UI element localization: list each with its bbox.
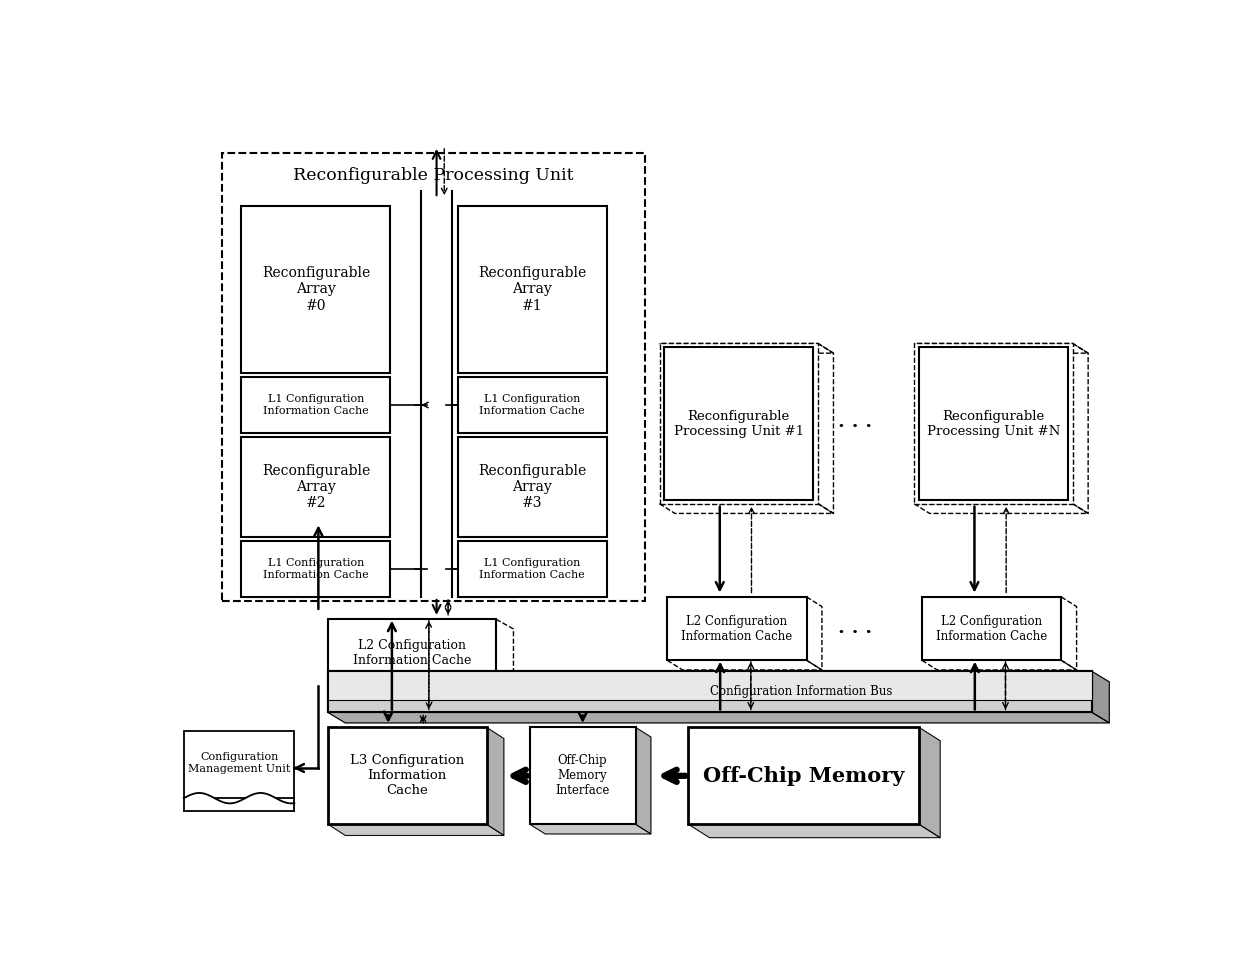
FancyBboxPatch shape xyxy=(242,541,391,597)
Text: L1 Configuration
Information Cache: L1 Configuration Information Cache xyxy=(263,559,368,580)
Text: Reconfigurable Processing Unit: Reconfigurable Processing Unit xyxy=(294,167,574,184)
Polygon shape xyxy=(1092,672,1110,723)
FancyBboxPatch shape xyxy=(458,205,606,374)
Text: L1 Configuration
Information Cache: L1 Configuration Information Cache xyxy=(263,394,368,416)
Text: L3 Configuration
Information
Cache: L3 Configuration Information Cache xyxy=(350,754,465,798)
Text: Reconfigurable
Array
#0: Reconfigurable Array #0 xyxy=(262,266,370,313)
Text: L2 Configuration
Information Cache: L2 Configuration Information Cache xyxy=(936,615,1047,643)
Polygon shape xyxy=(486,727,503,835)
FancyBboxPatch shape xyxy=(667,597,806,660)
FancyBboxPatch shape xyxy=(242,378,391,433)
FancyBboxPatch shape xyxy=(919,348,1068,500)
FancyBboxPatch shape xyxy=(458,378,606,433)
Text: L2 Configuration
Information Cache: L2 Configuration Information Cache xyxy=(353,639,471,667)
FancyBboxPatch shape xyxy=(327,727,486,825)
Polygon shape xyxy=(529,825,651,834)
Text: L2 Configuration
Information Cache: L2 Configuration Information Cache xyxy=(681,615,792,643)
Text: Reconfigurable
Processing Unit #N: Reconfigurable Processing Unit #N xyxy=(926,409,1060,438)
FancyBboxPatch shape xyxy=(458,437,606,537)
FancyBboxPatch shape xyxy=(327,672,1092,712)
Text: Reconfigurable
Array
#2: Reconfigurable Array #2 xyxy=(262,464,370,510)
FancyBboxPatch shape xyxy=(529,727,635,825)
Text: Reconfigurable
Array
#1: Reconfigurable Array #1 xyxy=(479,266,587,313)
FancyBboxPatch shape xyxy=(327,672,1092,700)
Polygon shape xyxy=(919,727,940,837)
Text: Reconfigurable
Array
#3: Reconfigurable Array #3 xyxy=(479,464,587,510)
FancyBboxPatch shape xyxy=(921,597,1061,660)
FancyBboxPatch shape xyxy=(242,205,391,374)
FancyBboxPatch shape xyxy=(660,344,818,503)
FancyBboxPatch shape xyxy=(458,541,606,597)
Polygon shape xyxy=(327,825,503,835)
FancyBboxPatch shape xyxy=(327,672,1092,712)
Text: Off-Chip Memory: Off-Chip Memory xyxy=(703,766,904,786)
Text: Configuration Information Bus: Configuration Information Bus xyxy=(711,685,893,699)
Text: L1 Configuration
Information Cache: L1 Configuration Information Cache xyxy=(480,559,585,580)
FancyBboxPatch shape xyxy=(914,344,1073,503)
Text: Off-Chip
Memory
Interface: Off-Chip Memory Interface xyxy=(556,754,610,798)
FancyBboxPatch shape xyxy=(222,153,645,600)
FancyBboxPatch shape xyxy=(688,727,919,825)
Polygon shape xyxy=(688,825,940,837)
Text: . . .: . . . xyxy=(837,412,872,431)
Text: Reconfigurable
Processing Unit #1: Reconfigurable Processing Unit #1 xyxy=(673,409,804,438)
Polygon shape xyxy=(327,712,1110,723)
Polygon shape xyxy=(635,727,651,834)
FancyBboxPatch shape xyxy=(665,348,813,500)
Text: . . .: . . . xyxy=(837,620,872,637)
FancyBboxPatch shape xyxy=(242,437,391,537)
Text: L1 Configuration
Information Cache: L1 Configuration Information Cache xyxy=(480,394,585,416)
Text: Configuration
Management Unit: Configuration Management Unit xyxy=(188,752,290,774)
FancyBboxPatch shape xyxy=(327,620,496,686)
FancyBboxPatch shape xyxy=(184,731,294,799)
